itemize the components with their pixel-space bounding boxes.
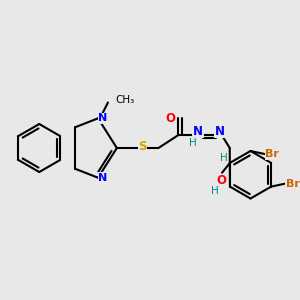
- Text: H: H: [220, 153, 228, 163]
- Text: O: O: [216, 174, 226, 187]
- Text: N: N: [215, 125, 225, 138]
- Text: Br: Br: [286, 179, 300, 189]
- Text: H: H: [189, 138, 197, 148]
- Text: N: N: [193, 125, 203, 138]
- Text: Br: Br: [266, 149, 279, 159]
- Text: N: N: [98, 113, 108, 123]
- Text: CH₃: CH₃: [116, 94, 135, 104]
- Text: S: S: [138, 140, 147, 152]
- Text: H: H: [211, 186, 219, 196]
- Text: N: N: [98, 173, 108, 183]
- Text: O: O: [165, 112, 175, 125]
